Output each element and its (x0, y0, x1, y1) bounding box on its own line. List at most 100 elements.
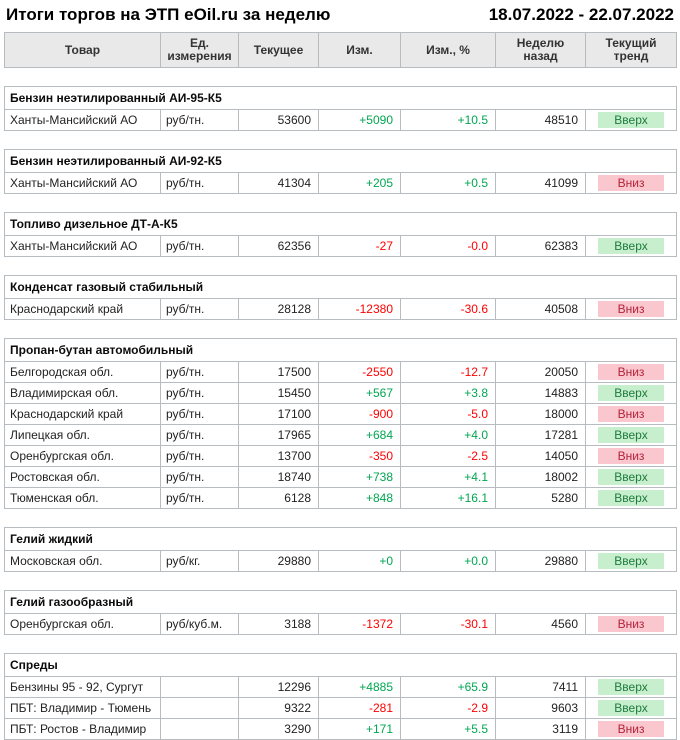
trend-cell: Вверх (584, 382, 678, 404)
current-cell: 9322 (238, 697, 319, 719)
change-cell: -281 (318, 697, 401, 719)
trend-cell: Вверх (584, 487, 678, 509)
table-row: Ханты-Мансийский АО руб/тн. 53600 +5090 +10.… (4, 109, 678, 131)
groups-container: Бензин неэтилированный АИ-95-К5 Ханты-Ман… (3, 86, 678, 740)
trend-badge: Вверх (598, 679, 665, 695)
group-header-row: Бензин неэтилированный АИ-95-К5 (3, 86, 678, 110)
table-row: ПБТ: Ростов - Владимир 3290 +171 +5.5 3119 Вн… (4, 718, 678, 740)
trend-cell: Вниз (584, 361, 678, 383)
trend-cell: Вверх (584, 424, 678, 446)
product-cell: Московская обл. (4, 550, 161, 572)
change-cell: -2550 (318, 361, 401, 383)
change-pct-cell: +0.0 (400, 550, 496, 572)
change-cell: +567 (318, 382, 401, 404)
product-group-table: Топливо дизельное ДТ-А-К5 Ханты-Мансийски… (3, 212, 678, 257)
product-cell: Оренбургская обл. (4, 613, 161, 635)
trend-badge: Вверх (598, 553, 664, 569)
product-cell: Ростовская обл. (4, 466, 161, 488)
week-ago-cell: 3119 (495, 718, 586, 740)
trend-badge: Вниз (598, 301, 665, 317)
product-cell: Липецкая обл. (4, 424, 161, 446)
product-cell: Бензины 95 - 92, Сургут (4, 676, 161, 698)
change-cell: -1372 (318, 613, 401, 635)
product-cell: Ханты-Мансийский АО (4, 172, 161, 194)
change-pct-cell: -2.9 (400, 697, 496, 719)
unit-cell: руб/кг. (160, 550, 239, 572)
unit-cell: руб/тн. (160, 466, 239, 488)
week-ago-cell: 4560 (495, 613, 586, 635)
trend-badge: Вниз (598, 175, 665, 191)
date-range: 18.07.2022 - 22.07.2022 (488, 5, 674, 24)
group-header-row: Гелий газообразный (3, 590, 678, 614)
trend-cell: Вверх (584, 109, 678, 131)
group-title: Бензин неэтилированный АИ-95-К5 (3, 86, 678, 110)
week-ago-cell: 5280 (495, 487, 586, 509)
current-cell: 3290 (238, 718, 319, 740)
week-ago-cell: 17281 (495, 424, 586, 446)
week-ago-cell: 48510 (495, 109, 586, 131)
product-group-table: Бензин неэтилированный АИ-95-К5 Ханты-Ман… (3, 86, 678, 131)
product-cell: Белгородская обл. (4, 361, 161, 383)
col-header-change: Изм. (318, 32, 401, 68)
page-title: Итоги торгов на ЭТП eOil.ru за неделю (6, 5, 331, 24)
table-row: Владимирская обл. руб/тн. 15450 +567 +3.8 148… (4, 382, 678, 404)
product-group-table: Бензин неэтилированный АИ-92-К5 Ханты-Ман… (3, 149, 678, 194)
group-title: Пропан-бутан автомобильный (3, 338, 678, 362)
product-cell: Краснодарский край (4, 403, 161, 425)
change-pct-cell: -30.6 (400, 298, 496, 320)
change-pct-cell: +4.0 (400, 424, 496, 446)
product-cell: Ханты-Мансийский АО (4, 235, 161, 257)
change-cell: +848 (318, 487, 401, 509)
product-cell: Ханты-Мансийский АО (4, 109, 161, 131)
trend-cell: Вверх (584, 235, 678, 257)
group-header-row: Гелий жидкий (4, 527, 677, 551)
table-row: Ханты-Мансийский АО руб/тн. 41304 +205 +0.5 4… (4, 172, 678, 194)
col-header-change-pct: Изм., % (400, 32, 496, 68)
change-cell: +684 (318, 424, 401, 446)
change-pct-cell: -5.0 (400, 403, 496, 425)
trend-badge: Вниз (598, 448, 665, 464)
change-cell: -12380 (318, 298, 401, 320)
trend-cell: Вниз (584, 613, 678, 635)
group-title: Спреды (3, 653, 678, 677)
product-cell: ПБТ: Ростов - Владимир (4, 718, 161, 740)
trend-cell: Вниз (584, 172, 678, 194)
product-cell: Владимирская обл. (4, 382, 161, 404)
trend-cell: Вверх (584, 676, 678, 698)
table-row: Ханты-Мансийский АО руб/тн. 62356 -27 -0.0 62… (4, 235, 678, 257)
product-cell: Тюменская обл. (4, 487, 161, 509)
week-ago-cell: 62383 (495, 235, 586, 257)
current-cell: 41304 (238, 172, 319, 194)
change-pct-cell: +10.5 (400, 109, 496, 131)
change-cell: +4885 (318, 676, 401, 698)
unit-cell (160, 718, 239, 740)
week-ago-cell: 9603 (495, 697, 586, 719)
change-pct-cell: +16.1 (400, 487, 496, 509)
col-header-trend: Текущий тренд (585, 32, 677, 68)
current-cell: 6128 (238, 487, 319, 509)
column-header-row: Товар Ед. измерения Текущее Изм. Изм., %… (4, 32, 677, 68)
change-cell: +738 (318, 466, 401, 488)
unit-cell: руб/тн. (160, 361, 239, 383)
table-row: Краснодарский край руб/тн. 17100 -900 -5.0 18… (4, 403, 678, 425)
change-pct-cell: +3.8 (400, 382, 496, 404)
trend-cell: Вниз (584, 403, 678, 425)
product-group-table: Конденсат газовый стабильный Краснодарски… (3, 275, 678, 320)
table-row: Оренбургская обл. руб/куб.м. 3188 -1372 -30.… (4, 613, 678, 635)
current-cell: 17965 (238, 424, 319, 446)
trend-badge: Вниз (598, 364, 665, 380)
change-pct-cell: +65.9 (400, 676, 496, 698)
trend-badge: Вверх (598, 112, 665, 128)
product-group-table: Спреды Бензины 95 - 92, Сургут 12296 +4885 +… (3, 653, 678, 740)
unit-cell: руб/тн. (160, 487, 239, 509)
change-cell: +0 (318, 550, 401, 572)
unit-cell: руб/тн. (160, 445, 239, 467)
change-pct-cell: -12.7 (400, 361, 496, 383)
change-pct-cell: +0.5 (400, 172, 496, 194)
group-header-row: Конденсат газовый стабильный (3, 275, 678, 299)
trend-cell: Вниз (584, 445, 678, 467)
unit-cell: руб/тн. (160, 109, 239, 131)
group-header-row: Спреды (3, 653, 678, 677)
group-title: Гелий газообразный (3, 590, 678, 614)
table-row: Бензины 95 - 92, Сургут 12296 +4885 +65.9 74… (4, 676, 678, 698)
